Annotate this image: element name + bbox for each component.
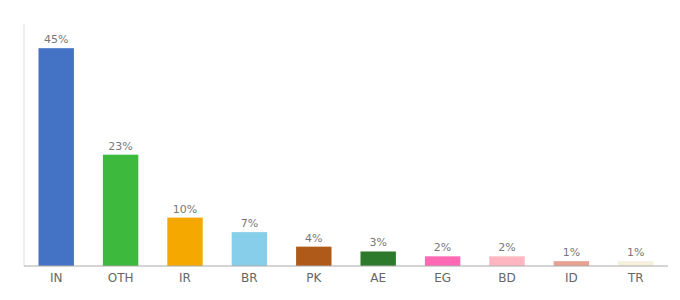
x-tick-label: EG: [434, 271, 451, 285]
bar: [232, 232, 267, 266]
bar: [618, 261, 653, 266]
x-tick-label: BR: [241, 271, 258, 285]
bar: [360, 251, 395, 266]
bar: [554, 261, 589, 266]
bar: [38, 48, 73, 266]
data-label: 23%: [108, 140, 132, 153]
x-tick-label: BD: [498, 271, 515, 285]
data-label: 45%: [44, 33, 68, 46]
bar: [425, 256, 460, 266]
data-label: 10%: [173, 203, 197, 216]
x-tick-label: AE: [370, 271, 386, 285]
y-axis-line: [24, 24, 25, 266]
data-label: 2%: [498, 241, 515, 254]
x-tick-label: IN: [50, 271, 63, 285]
x-tick-label: IR: [179, 271, 191, 285]
x-tick-label: ID: [565, 271, 578, 285]
bar: [103, 155, 138, 266]
bar: [296, 247, 331, 266]
bars: [38, 48, 653, 266]
chart-container: IN OTH IR BR PK AE EG BD ID TR 45% 23% 10% 7% 4% 3% 2% 2%…: [0, 0, 680, 300]
bar: [489, 256, 524, 266]
x-axis-line: [24, 266, 668, 267]
data-label: 4%: [305, 232, 322, 245]
data-label: 1%: [563, 246, 580, 259]
x-tick-label: OTH: [108, 271, 134, 285]
chart: IN OTH IR BR PK AE EG BD ID TR 45% 23% 10% 7% 4% 3% 2% 2%…: [0, 0, 680, 300]
x-tick-label: PK: [306, 271, 322, 285]
x-tick-label: TR: [627, 271, 644, 285]
data-label: 3%: [369, 236, 386, 249]
bar: [167, 218, 202, 266]
data-label: 7%: [241, 217, 258, 230]
data-label: 1%: [627, 246, 644, 259]
data-label: 2%: [434, 241, 451, 254]
